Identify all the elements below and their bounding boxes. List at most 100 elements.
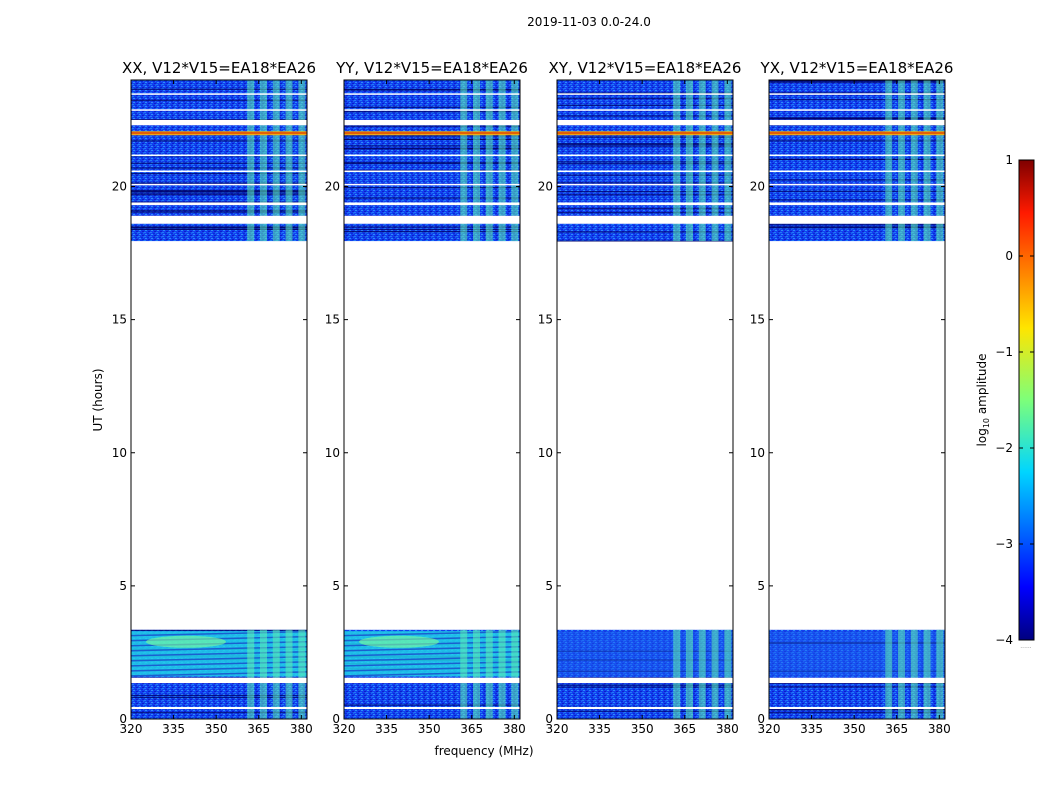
y-tick-label: 5 (119, 579, 127, 593)
streak (131, 140, 307, 142)
flag-line (344, 154, 520, 157)
colorbar-label-suffix: amplitude (975, 354, 989, 418)
streak (344, 704, 520, 706)
rfi-column (473, 629, 480, 719)
streak (131, 694, 307, 697)
streak (131, 88, 307, 90)
flag-line (769, 154, 945, 157)
streak (131, 696, 307, 699)
panel-title: XX, V12*V15=EA18*EA26 (122, 59, 316, 77)
rfi-column (885, 629, 893, 719)
streak (131, 99, 307, 101)
flagged-gap (131, 215, 307, 224)
rfi-column (511, 80, 519, 242)
colorbar-ticks: 1 0 −1 −2 −3 −4 (995, 153, 1034, 647)
colorbar-footnote: ...... (1020, 643, 1032, 650)
fringe-highlight (146, 635, 226, 648)
streak (557, 208, 733, 210)
flag-line (557, 183, 733, 186)
streak (769, 227, 945, 229)
streak (344, 161, 520, 164)
x-tick-label: 380 (716, 722, 739, 736)
flagged-gap (769, 677, 945, 684)
streak (769, 117, 945, 119)
rfi-column (460, 80, 468, 242)
x-tick-label: 335 (800, 722, 823, 736)
flag-line (769, 170, 945, 173)
streak (131, 711, 307, 714)
x-tick-label: 320 (758, 722, 781, 736)
x-tick-label: 335 (375, 722, 398, 736)
rfi-column (673, 80, 681, 242)
streak (344, 138, 520, 140)
streak (557, 161, 733, 163)
y-tick-label: 0 (119, 712, 127, 726)
streak (344, 187, 520, 189)
rfi-column (898, 629, 905, 719)
streak (131, 190, 307, 193)
streak (344, 228, 520, 231)
panel-title: YX, V12*V15=EA18*EA26 (760, 59, 954, 77)
panels-container: XX, V12*V15=EA18*EA26 320 335 350 365 380 0 5 10… (112, 59, 954, 736)
streak (769, 81, 945, 83)
streak (769, 92, 945, 94)
flagged-gap (557, 677, 733, 684)
flagged-gap (344, 215, 520, 224)
panel-frame (130, 79, 308, 720)
streak (557, 182, 733, 184)
streak (344, 226, 520, 228)
streak (344, 89, 520, 91)
streak (131, 192, 307, 194)
rfi-column (498, 80, 506, 242)
streak (131, 190, 307, 192)
streak (557, 211, 733, 214)
flagged-gap (769, 215, 945, 224)
x-tick-label: 350 (205, 722, 228, 736)
flag-line (557, 170, 733, 173)
x-tick-label: 380 (928, 722, 951, 736)
y-tick-label: 0 (757, 712, 765, 726)
rfi-column (298, 80, 306, 242)
rfi-column (460, 629, 468, 719)
rfi-column (686, 80, 693, 242)
streak (557, 104, 733, 106)
flagged-gap (131, 119, 307, 126)
streak (769, 224, 945, 226)
streak (557, 136, 733, 138)
flagged-gap (131, 707, 307, 710)
colorbar-label-prefix: log (975, 428, 989, 446)
y-tick-label: 0 (332, 712, 340, 726)
flagged-gap (557, 119, 733, 126)
streak (557, 143, 733, 145)
rfi-column (885, 80, 893, 242)
streak (557, 163, 733, 165)
colorbar-tick-label: −2 (995, 441, 1013, 455)
rfi-column (910, 80, 918, 242)
x-tick-label: 350 (843, 722, 866, 736)
streak (769, 709, 945, 711)
streak (344, 148, 520, 150)
rfi-line (131, 132, 307, 134)
rfi-line (769, 132, 945, 134)
rfi-column (724, 629, 732, 719)
y-tick-label: 10 (538, 446, 553, 460)
streak (344, 125, 520, 127)
streak (131, 228, 307, 230)
flag-line (344, 93, 520, 95)
flagged-gap (344, 707, 520, 710)
colorbar: 10−1−2−3−4 log10 amplitude ...... (975, 153, 1035, 650)
rfi-column (698, 629, 706, 719)
colorbar-tick-label: 1 (1005, 153, 1013, 167)
rfi-column (298, 629, 306, 719)
rfi-column (247, 80, 255, 242)
streak (344, 230, 520, 233)
y-tick-label: 20 (112, 180, 127, 194)
y-tick-label: 0 (545, 712, 553, 726)
rfi-column (686, 629, 693, 719)
y-axis-label: UT (hours) (91, 368, 105, 431)
streak (131, 118, 307, 121)
y-tick-label: 10 (112, 446, 127, 460)
streak (131, 201, 307, 203)
rfi-column (698, 80, 706, 242)
colorbar-tick-label: −3 (995, 537, 1013, 551)
